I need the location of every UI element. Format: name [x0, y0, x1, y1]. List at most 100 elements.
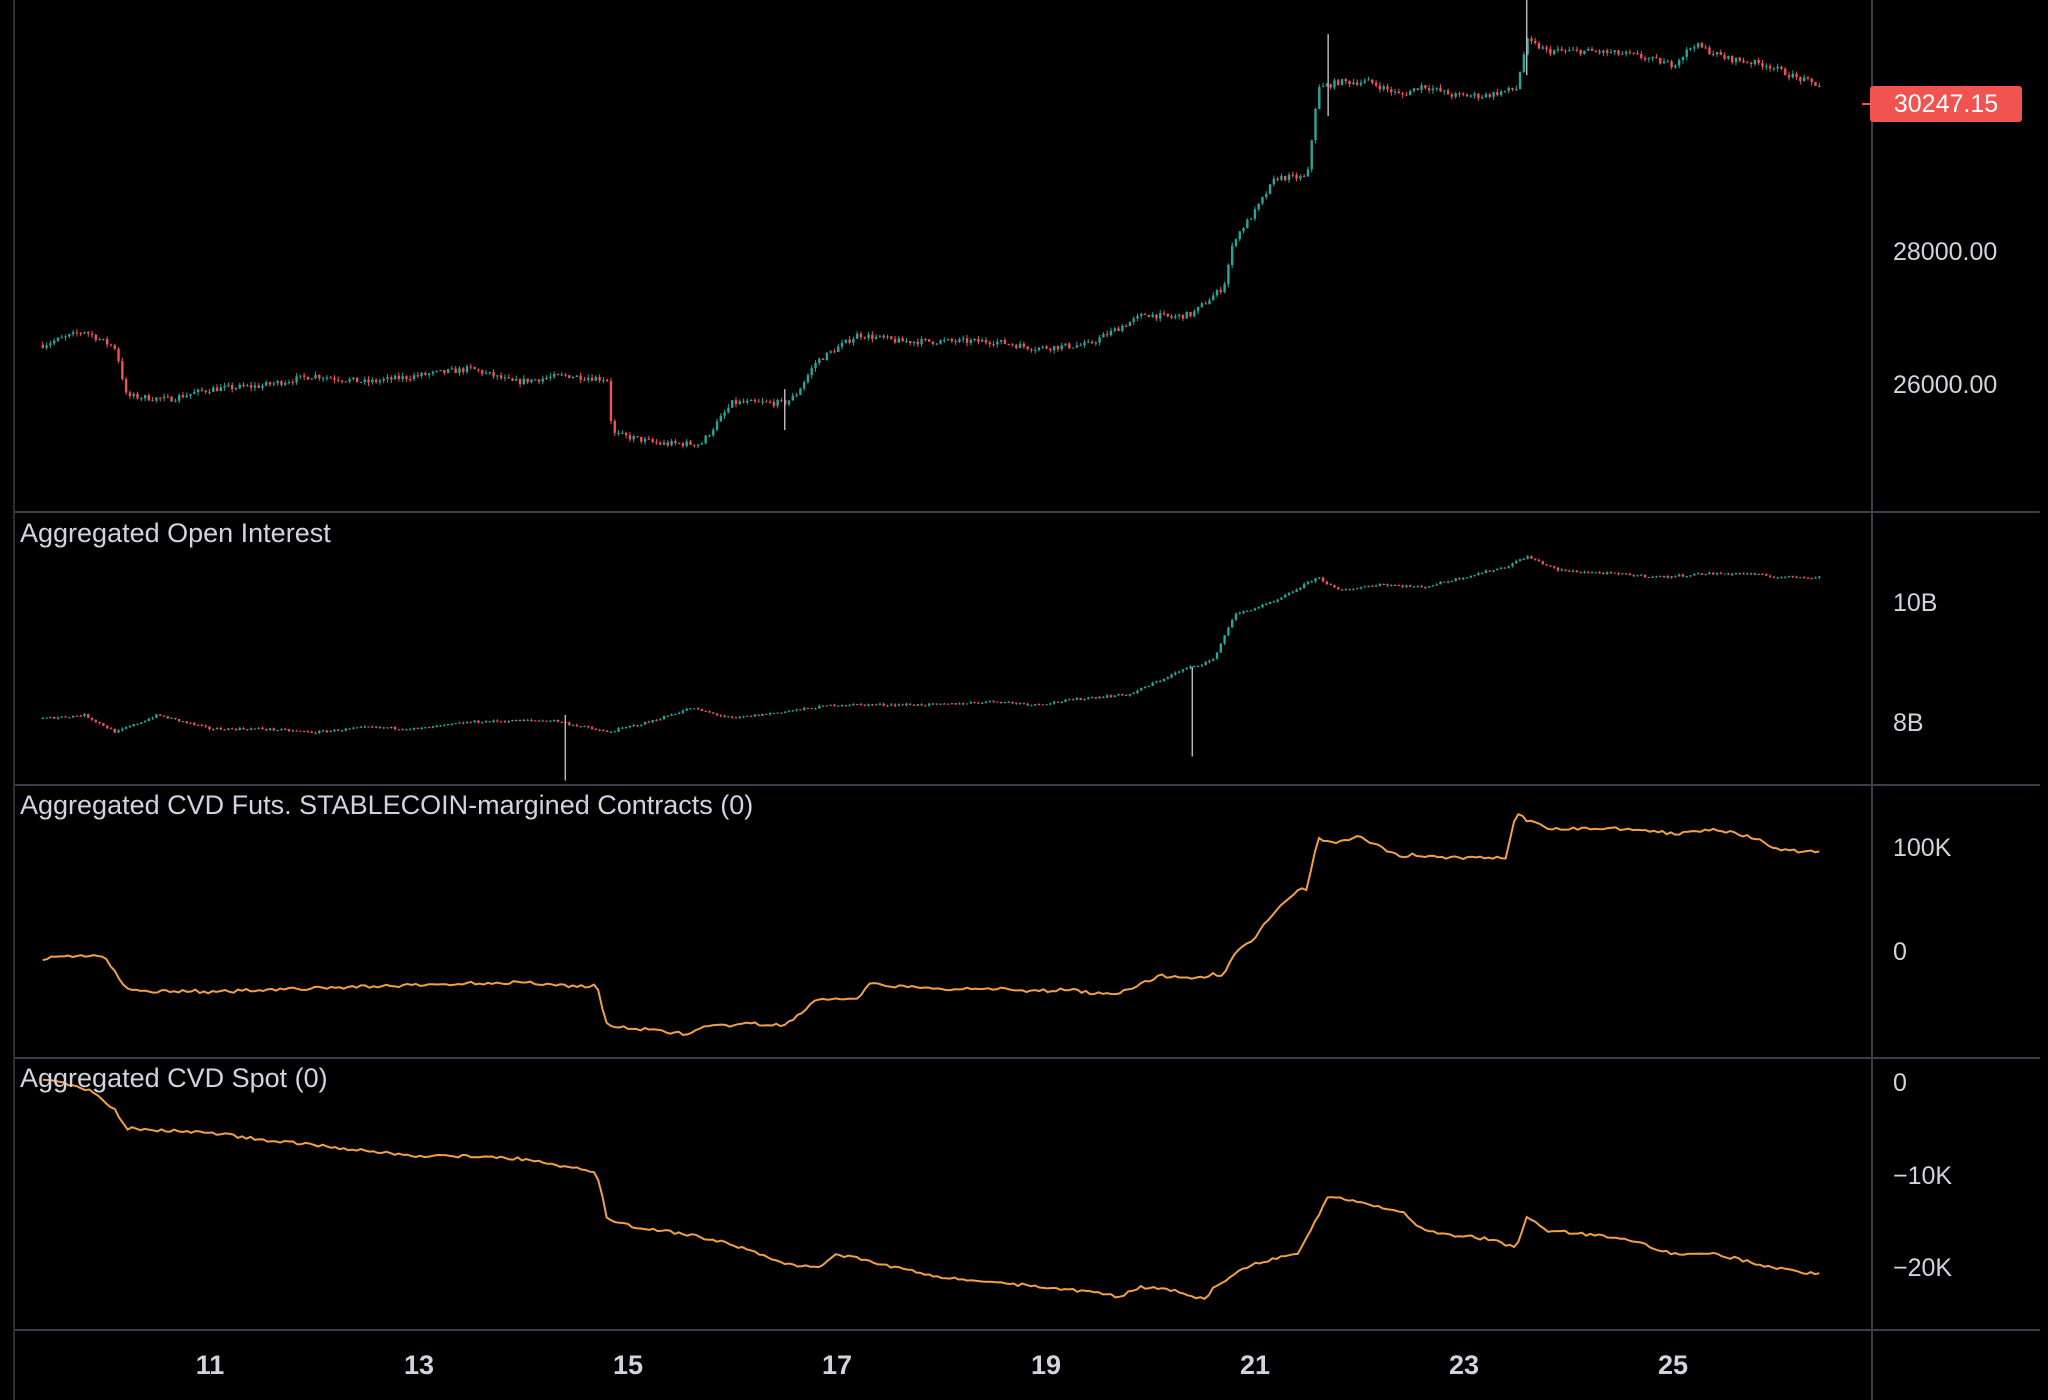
candle-body: [325, 730, 329, 733]
candle-body: [1534, 558, 1537, 560]
candle-body: [1238, 612, 1241, 614]
candle-body: [268, 382, 272, 385]
candle-body: [1806, 577, 1810, 579]
candle-body: [348, 728, 351, 730]
candle-body: [931, 703, 935, 705]
candle-body: [1348, 81, 1351, 85]
candle-body: [1223, 283, 1226, 293]
candle-body: [647, 721, 651, 723]
candle-body: [1026, 703, 1029, 706]
candle-body: [1617, 50, 1620, 55]
candle-body: [1499, 91, 1503, 96]
candle-body: [170, 717, 173, 719]
candle-body: [439, 725, 442, 727]
candle-body: [749, 715, 753, 717]
candle-body: [318, 374, 321, 379]
candle-body: [249, 728, 253, 730]
candle-body: [772, 401, 776, 406]
candle-body: [1605, 572, 1609, 575]
candle-body: [181, 395, 185, 398]
candle-body: [1071, 699, 1075, 701]
candle-body: [1189, 311, 1192, 317]
candle-body: [215, 728, 219, 730]
candle-body: [1738, 57, 1741, 61]
candle-body: [230, 728, 234, 730]
candle-body: [1227, 627, 1230, 636]
candle-body: [1587, 48, 1590, 51]
candle-body: [1352, 82, 1355, 85]
candle-body: [1049, 348, 1052, 351]
candle-body: [1026, 346, 1029, 350]
candle-body: [1704, 47, 1707, 49]
candle-body: [1083, 698, 1086, 700]
candle-body: [473, 720, 476, 723]
y-tick-cvd-fut-0: 0: [1893, 938, 1907, 966]
last-price-notch: [1862, 103, 1872, 105]
candle-body: [443, 370, 446, 373]
candle-body: [1579, 49, 1582, 55]
candle-body: [1526, 38, 1529, 55]
candle-body: [284, 383, 287, 385]
candle-body: [605, 730, 609, 733]
candle-body: [1409, 91, 1412, 96]
candle-body: [1386, 584, 1389, 586]
candle-body: [893, 704, 897, 706]
candle-body: [863, 704, 866, 706]
candle-body: [924, 705, 927, 707]
candle-body: [367, 379, 370, 383]
candle-body: [1022, 703, 1026, 705]
candle-body: [1416, 586, 1419, 588]
candle-body: [1712, 54, 1715, 56]
candle-body: [765, 713, 768, 715]
candle-body: [427, 727, 431, 729]
pane-title-cvd-spot: Aggregated CVD Spot (0): [20, 1063, 328, 1093]
candle-body: [71, 332, 75, 335]
candle-body: [522, 378, 526, 384]
candle-body: [1488, 570, 1491, 572]
candle-body: [1802, 77, 1806, 81]
candle-body: [409, 378, 412, 380]
candle-body: [234, 728, 238, 730]
candle-body: [314, 374, 317, 379]
candle-body: [568, 375, 571, 379]
candle-body: [1261, 604, 1264, 608]
candle-body: [753, 714, 757, 717]
candle-body: [1818, 576, 1821, 578]
candle-body: [249, 385, 253, 388]
candle-body: [1299, 176, 1302, 179]
candle-body: [802, 382, 806, 389]
candle-body: [742, 716, 745, 718]
candle-body: [340, 730, 344, 732]
candle-body: [1477, 93, 1480, 98]
candle-body: [280, 728, 283, 731]
candle-body: [746, 400, 749, 403]
candle-body: [988, 700, 991, 702]
candle-body: [662, 716, 666, 720]
candle-body: [746, 715, 749, 717]
candle-body: [435, 725, 438, 727]
candle-body: [784, 711, 787, 713]
candle-body: [128, 392, 132, 397]
candle-body: [1454, 93, 1457, 97]
candle-body: [446, 723, 450, 725]
candle-body: [1617, 573, 1620, 575]
candle-body: [1230, 245, 1234, 265]
candle-body: [1318, 577, 1321, 579]
candle-body: [1746, 573, 1749, 575]
candle-body: [393, 726, 397, 730]
candle-body: [1450, 94, 1454, 97]
candle-body: [405, 729, 408, 731]
candle-body: [867, 704, 870, 706]
candle-body: [874, 704, 878, 706]
candle-body: [340, 380, 344, 382]
candle-body: [1549, 48, 1552, 54]
candle-body: [681, 443, 685, 447]
candle-body: [1128, 693, 1132, 696]
candle-body: [1371, 585, 1374, 587]
candle-body: [223, 729, 226, 731]
candle-body: [1552, 566, 1556, 568]
candle-body: [75, 715, 79, 717]
candle-body: [1746, 62, 1749, 64]
candle-body: [1480, 97, 1484, 99]
